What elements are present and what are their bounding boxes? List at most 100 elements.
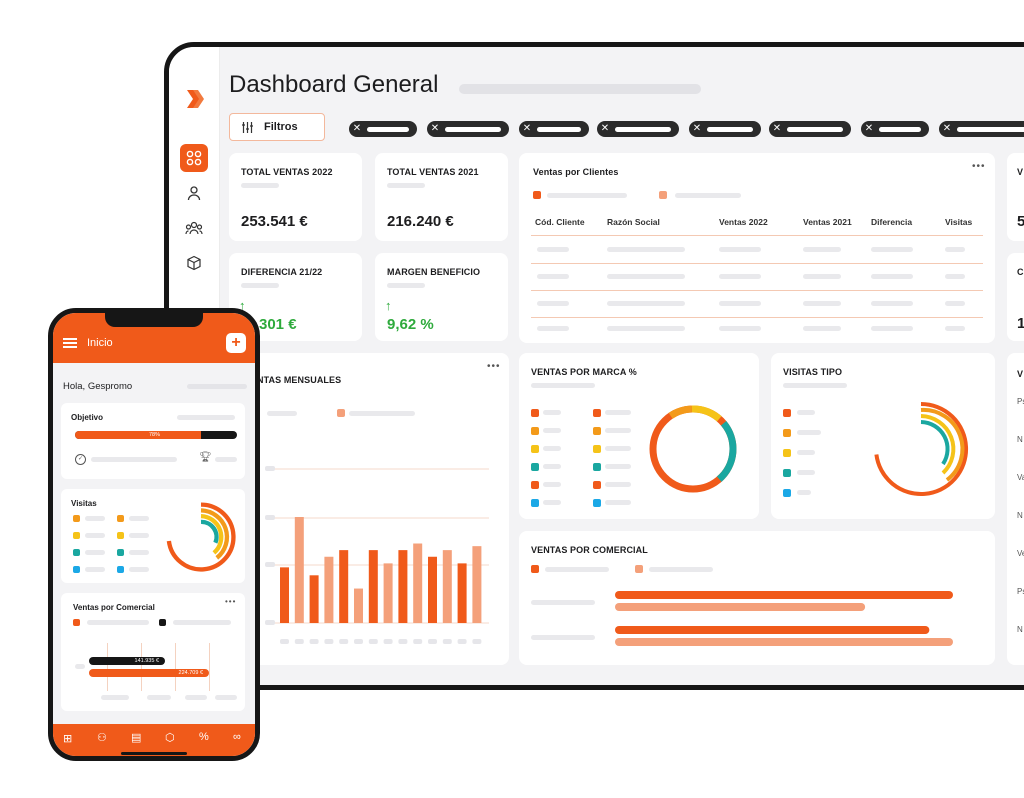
logo-icon bbox=[187, 90, 204, 108]
bar bbox=[294, 517, 304, 623]
table-row[interactable] bbox=[531, 291, 983, 317]
kpi-card: TOTAL VENTAS 2021 216.240 € bbox=[375, 153, 508, 241]
close-icon[interactable]: ✕ bbox=[772, 123, 782, 134]
card-title: Visitas bbox=[71, 499, 97, 508]
y-tick-label bbox=[265, 562, 275, 567]
close-icon[interactable]: ✕ bbox=[942, 123, 952, 134]
edge-label: V bbox=[1017, 369, 1024, 379]
more-icon[interactable]: ••• bbox=[972, 161, 986, 172]
phone-bottom-nav: ⊞ ⚇ ▤ ⬡ % ∞ bbox=[53, 724, 255, 756]
y-tick-label bbox=[265, 466, 275, 471]
edge-card: C 1 bbox=[1007, 253, 1024, 341]
tablet-frame: Dashboard General Filtros ✕ ✕ ✕ ✕ ✕ ✕ ✕ … bbox=[164, 42, 1024, 690]
x-tick-label bbox=[398, 639, 408, 644]
kpi-value: 301 € bbox=[259, 316, 297, 333]
objetivo-card: Objetivo 78% ✓ 🏆︎ bbox=[61, 403, 245, 479]
ventas-mensuales-card: NTAS MENSUALES ••• bbox=[229, 353, 509, 665]
check-icon: ✓ bbox=[75, 454, 86, 465]
x-tick-label bbox=[457, 639, 467, 644]
calendar-nav-icon[interactable]: ▤ bbox=[131, 732, 142, 744]
column-header[interactable]: Razón Social bbox=[607, 217, 660, 227]
column-header[interactable]: Diferencia bbox=[871, 217, 913, 227]
bar bbox=[339, 550, 349, 623]
x-tick-label bbox=[442, 639, 452, 644]
bar bbox=[398, 550, 408, 623]
monthly-bar-chart bbox=[265, 466, 489, 644]
close-icon[interactable]: ✕ bbox=[600, 123, 610, 134]
edge-value: 1 bbox=[1017, 315, 1024, 332]
box-nav-icon[interactable]: ⬡ bbox=[165, 732, 175, 744]
bar-orange-value: 224.709 € bbox=[178, 670, 203, 676]
bar bbox=[368, 550, 378, 623]
user-nav-icon[interactable] bbox=[180, 179, 208, 207]
edge-row: Va bbox=[1017, 473, 1024, 482]
x-tick-label bbox=[294, 639, 304, 644]
more-icon[interactable]: ••• bbox=[487, 361, 501, 372]
bar bbox=[442, 550, 452, 623]
filter-chip[interactable]: ✕ bbox=[939, 121, 1024, 137]
close-icon[interactable]: ✕ bbox=[430, 123, 440, 134]
edge-row: N bbox=[1017, 625, 1023, 634]
kpi-value: 9,62 % bbox=[387, 316, 434, 333]
brand-donut-chart bbox=[649, 405, 737, 493]
x-tick-label bbox=[354, 639, 363, 644]
x-tick-label bbox=[280, 639, 289, 644]
filter-chip[interactable]: ✕ bbox=[769, 121, 851, 137]
filters-label: Filtros bbox=[264, 121, 298, 133]
clients-nav-icon[interactable] bbox=[180, 214, 208, 242]
column-header[interactable]: Cód. Cliente bbox=[535, 217, 585, 227]
home-indicator bbox=[121, 752, 187, 755]
close-icon[interactable]: ✕ bbox=[692, 123, 702, 134]
x-tick-label bbox=[309, 639, 319, 644]
card-title: NTAS MENSUALES bbox=[257, 375, 342, 385]
filter-chip[interactable]: ✕ bbox=[349, 121, 417, 137]
phone-comercial-card: Ventas por Comercial ••• 141.935 € 224.7… bbox=[61, 593, 245, 711]
filters-button[interactable]: Filtros bbox=[229, 113, 325, 141]
edge-row: N bbox=[1017, 511, 1023, 520]
phone-frame: Inicio + Hola, Gespromo Objetivo 78% ✓ 🏆… bbox=[48, 308, 260, 761]
percent-nav-icon[interactable]: % bbox=[199, 731, 209, 743]
phone-notch bbox=[105, 313, 203, 327]
add-button[interactable]: + bbox=[226, 333, 246, 353]
table-row[interactable] bbox=[531, 237, 983, 263]
close-icon[interactable]: ✕ bbox=[352, 123, 362, 134]
filter-chip[interactable]: ✕ bbox=[597, 121, 679, 137]
x-tick-label bbox=[339, 639, 349, 644]
close-icon[interactable]: ✕ bbox=[864, 123, 874, 134]
bar bbox=[615, 626, 930, 634]
dashboard-nav-icon[interactable] bbox=[180, 144, 208, 172]
x-tick-label bbox=[368, 639, 378, 644]
visits-radial-chart bbox=[874, 402, 969, 496]
table-row[interactable] bbox=[531, 264, 983, 290]
filter-chip[interactable]: ✕ bbox=[519, 121, 589, 137]
ventas-clientes-card: Ventas por Clientes ••• Cód. Cliente Raz… bbox=[519, 153, 995, 343]
users-nav-icon[interactable]: ⚇ bbox=[97, 732, 107, 744]
ventas-comercial-card: VENTAS POR COMERCIAL bbox=[519, 531, 995, 665]
filter-chip[interactable]: ✕ bbox=[861, 121, 929, 137]
table-row[interactable] bbox=[531, 318, 983, 340]
bar bbox=[383, 563, 393, 623]
x-tick-label bbox=[324, 639, 334, 644]
x-tick-label bbox=[472, 639, 482, 644]
edge-card: V Ps N Va N Ve Ps N bbox=[1007, 353, 1024, 665]
kpi-card: TOTAL VENTAS 2022 253.541 € bbox=[229, 153, 362, 241]
column-header[interactable]: Ventas 2021 bbox=[803, 217, 852, 227]
bar bbox=[428, 556, 437, 623]
more-icon[interactable]: ••• bbox=[225, 597, 237, 606]
visitas-tipo-card: VISITAS TIPO bbox=[771, 353, 995, 519]
y-tick-label bbox=[265, 515, 275, 520]
bar bbox=[472, 546, 482, 623]
ventas-marca-card: VENTAS POR MARCA % bbox=[519, 353, 759, 519]
dashboard-nav-icon[interactable]: ⊞ bbox=[63, 733, 73, 745]
card-title: VISITAS TIPO bbox=[783, 367, 843, 377]
column-header[interactable]: Visitas bbox=[945, 217, 973, 227]
filter-chip[interactable]: ✕ bbox=[689, 121, 761, 137]
close-icon[interactable]: ✕ bbox=[522, 123, 532, 134]
column-header[interactable]: Ventas 2022 bbox=[719, 217, 768, 227]
box-nav-icon[interactable] bbox=[180, 249, 208, 277]
objetivo-percent: 78% bbox=[149, 432, 161, 438]
card-title: VENTAS POR COMERCIAL bbox=[531, 545, 648, 555]
link-nav-icon[interactable]: ∞ bbox=[233, 731, 241, 743]
filter-chip[interactable]: ✕ bbox=[427, 121, 509, 137]
menu-icon[interactable] bbox=[63, 338, 77, 348]
